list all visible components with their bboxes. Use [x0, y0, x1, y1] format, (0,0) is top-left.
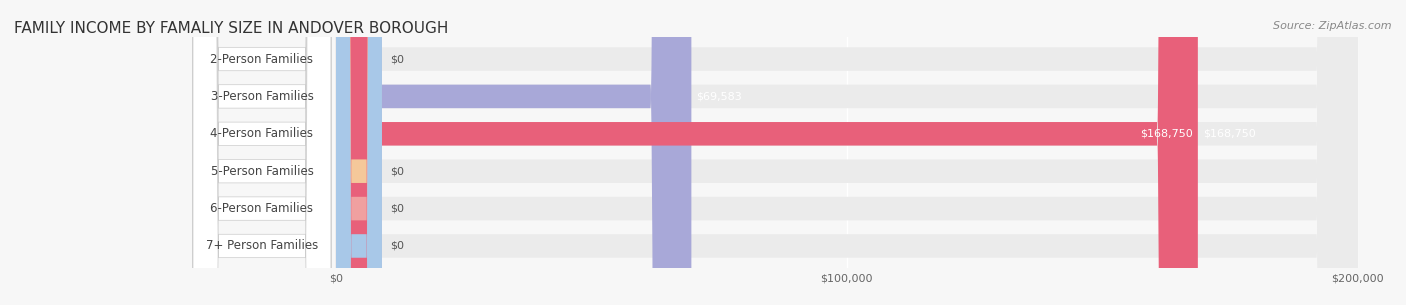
Text: 4-Person Families: 4-Person Families: [211, 127, 314, 140]
FancyBboxPatch shape: [193, 0, 330, 305]
FancyBboxPatch shape: [336, 0, 1198, 305]
FancyBboxPatch shape: [193, 0, 330, 305]
Text: $0: $0: [389, 241, 404, 251]
FancyBboxPatch shape: [336, 0, 382, 305]
Text: 6-Person Families: 6-Person Families: [211, 202, 314, 215]
FancyBboxPatch shape: [336, 0, 1357, 305]
FancyBboxPatch shape: [336, 0, 382, 305]
Text: FAMILY INCOME BY FAMALIY SIZE IN ANDOVER BOROUGH: FAMILY INCOME BY FAMALIY SIZE IN ANDOVER…: [14, 21, 449, 36]
Text: $69,583: $69,583: [696, 92, 742, 102]
FancyBboxPatch shape: [336, 0, 382, 305]
FancyBboxPatch shape: [193, 0, 330, 305]
Text: $0: $0: [389, 166, 404, 176]
Text: 5-Person Families: 5-Person Families: [211, 165, 314, 178]
FancyBboxPatch shape: [193, 0, 330, 305]
Text: $0: $0: [389, 203, 404, 213]
FancyBboxPatch shape: [336, 0, 1357, 305]
Text: 7+ Person Families: 7+ Person Families: [205, 239, 318, 253]
Text: $0: $0: [389, 54, 404, 64]
FancyBboxPatch shape: [336, 0, 1357, 305]
FancyBboxPatch shape: [193, 0, 330, 305]
FancyBboxPatch shape: [336, 0, 1357, 305]
FancyBboxPatch shape: [336, 0, 1357, 305]
Text: 2-Person Families: 2-Person Families: [211, 52, 314, 66]
Text: $168,750: $168,750: [1140, 129, 1192, 139]
FancyBboxPatch shape: [336, 0, 382, 305]
Text: Source: ZipAtlas.com: Source: ZipAtlas.com: [1274, 21, 1392, 31]
Text: $168,750: $168,750: [1204, 129, 1256, 139]
FancyBboxPatch shape: [336, 0, 692, 305]
FancyBboxPatch shape: [193, 0, 330, 305]
Text: 3-Person Families: 3-Person Families: [211, 90, 314, 103]
FancyBboxPatch shape: [336, 0, 1357, 305]
